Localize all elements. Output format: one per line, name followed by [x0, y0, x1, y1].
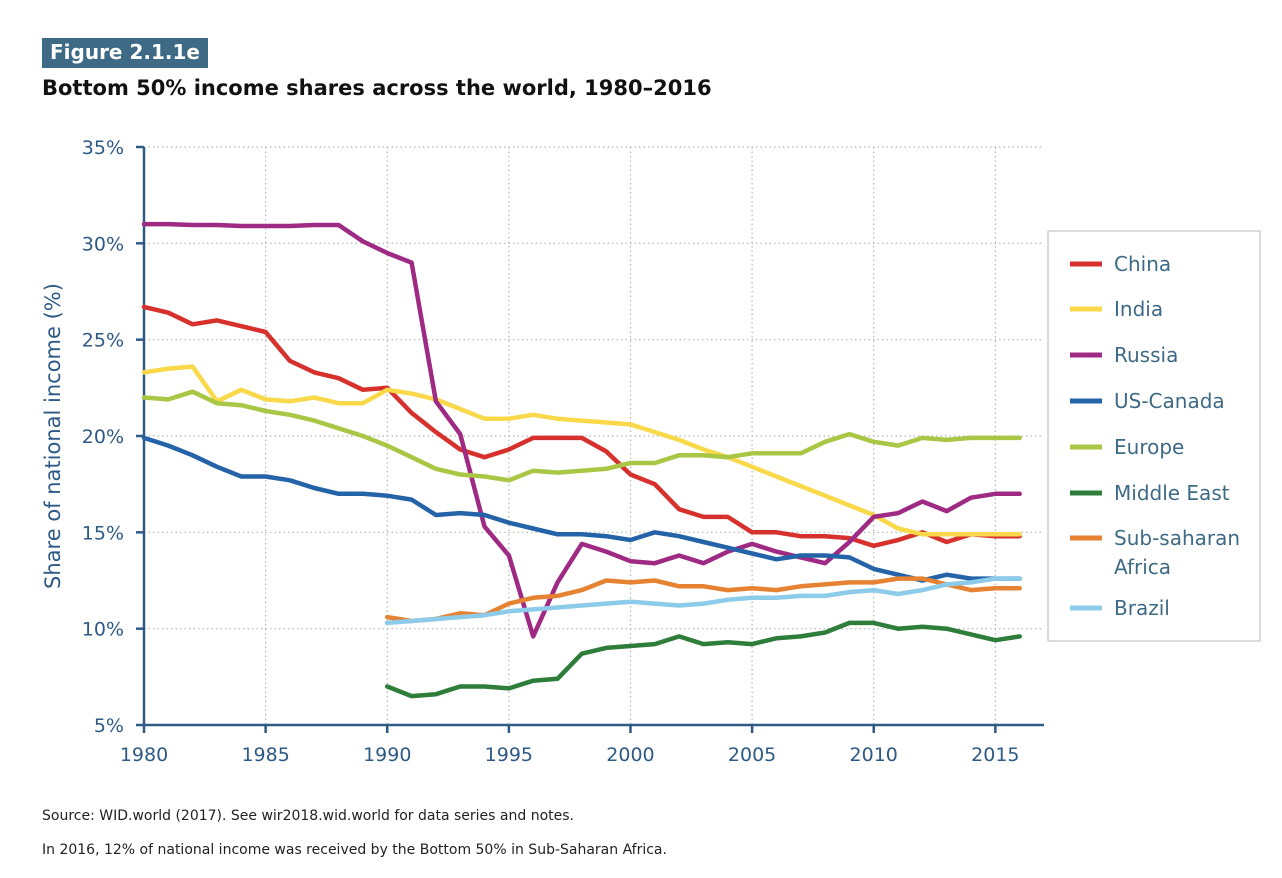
x-tick-label: 1985: [241, 744, 289, 766]
line-chart: 5% 10% 15% 20% 25% 30% 35% 1980 1985 1990 1995 2000…: [41, 137, 1261, 766]
legend-label: Europe: [1114, 435, 1184, 459]
y-axis-label: Share of national income (%): [41, 283, 65, 589]
figure-label: Figure 2.1.1e: [42, 38, 208, 68]
legend: China India Russia US-Canada Europe Middle Ea…: [1047, 230, 1261, 642]
x-tick-label: 1980: [120, 744, 168, 766]
legend-label: Middle East: [1114, 481, 1230, 505]
series-line-china: [141, 304, 1022, 549]
legend-label: India: [1114, 297, 1163, 321]
series-lines: [141, 221, 1022, 699]
series-line-sub-saharan-africa: [384, 576, 1022, 624]
x-tick-label: 2015: [971, 744, 1019, 766]
x-tick-label: 2010: [850, 744, 898, 766]
y-tick-label: 25%: [82, 330, 124, 352]
x-tick-label: 2005: [728, 744, 776, 766]
legend-box: [1047, 230, 1261, 642]
series-line-middle-east: [384, 620, 1022, 699]
y-tick-label: 10%: [82, 619, 124, 641]
y-tick-label: 35%: [82, 137, 124, 159]
x-tick-label: 1995: [485, 744, 533, 766]
chart-title: Bottom 50% income shares across the worl…: [42, 76, 712, 100]
y-tick-label: 5%: [94, 715, 124, 737]
legend-label: Brazil: [1114, 596, 1170, 620]
gridlines: [144, 146, 1044, 725]
y-tick-label: 20%: [82, 426, 124, 448]
series-line-europe: [141, 389, 1022, 483]
footnote: In 2016, 12% of national income was rece…: [42, 842, 667, 858]
y-tick-label: 15%: [82, 522, 124, 544]
source-note: Source: WID.world (2017). See wir2018.wi…: [42, 808, 574, 824]
series-line-us-canada: [141, 435, 1022, 583]
series-line-india: [141, 364, 1022, 537]
x-tick-label: 2000: [606, 744, 654, 766]
legend-label: China: [1114, 252, 1171, 276]
legend-label: Africa: [1114, 555, 1171, 579]
series-line-russia: [141, 221, 1022, 639]
series-line-brazil: [384, 576, 1022, 626]
legend-label: US-Canada: [1114, 389, 1225, 413]
legend-label: Russia: [1114, 343, 1178, 367]
legend-label: Sub-saharan: [1114, 526, 1240, 550]
y-tick-label: 30%: [82, 233, 124, 255]
x-tick-label: 1990: [363, 744, 411, 766]
